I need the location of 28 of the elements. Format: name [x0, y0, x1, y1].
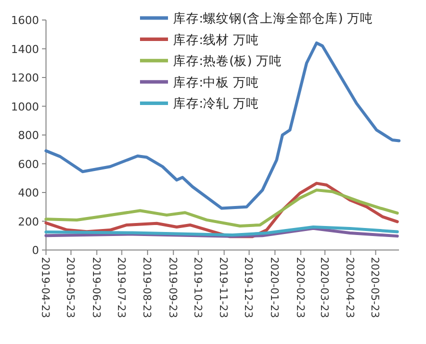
x-tick-label: 2019-04-23: [39, 257, 51, 318]
x-tick-label: 2019-09-23: [166, 257, 178, 318]
x-tick-label: 2019-10-23: [191, 257, 204, 318]
legend-label: 库存:冷轧 万吨: [173, 96, 260, 111]
y-tick-label: 1600: [11, 14, 39, 27]
x-tick-label: 2019-12-23: [242, 257, 254, 318]
y-tick-label: 1200: [11, 72, 39, 84]
legend-label: 库存:线材 万吨: [173, 32, 260, 47]
x-tick-label: 2020-05-23: [368, 257, 381, 318]
legend-label: 库存:中板 万吨: [173, 74, 260, 90]
x-tick-label: 2020-01-23: [268, 257, 280, 318]
legend-label: 库存:热卷(板) 万吨: [173, 53, 282, 68]
legend-label: 库存:螺纹钢(含上海全部仓库) 万吨: [173, 10, 373, 26]
y-tick-label: 800: [18, 129, 39, 142]
x-tick-label: 2020-02-23: [294, 257, 306, 318]
y-tick-label: 1400: [11, 42, 39, 56]
x-tick-label: 2019-06-23: [90, 257, 102, 318]
x-tick-label: 2019-05-23: [64, 257, 76, 318]
y-tick-label: 600: [18, 158, 39, 171]
y-tick-label: 400: [18, 186, 39, 200]
y-tick-label: 0: [32, 244, 39, 257]
x-tick-label: 2019-07-23: [114, 257, 127, 318]
x-tick-label: 2020-04-23: [344, 257, 356, 318]
y-tick-label: 1000: [11, 100, 39, 114]
x-tick-label: 2019-11-23: [217, 257, 230, 318]
y-tick-label: 200: [18, 215, 39, 228]
x-tick-label: 2019-08-23: [140, 257, 153, 318]
x-tick-label: 2020-03-23: [318, 257, 330, 318]
